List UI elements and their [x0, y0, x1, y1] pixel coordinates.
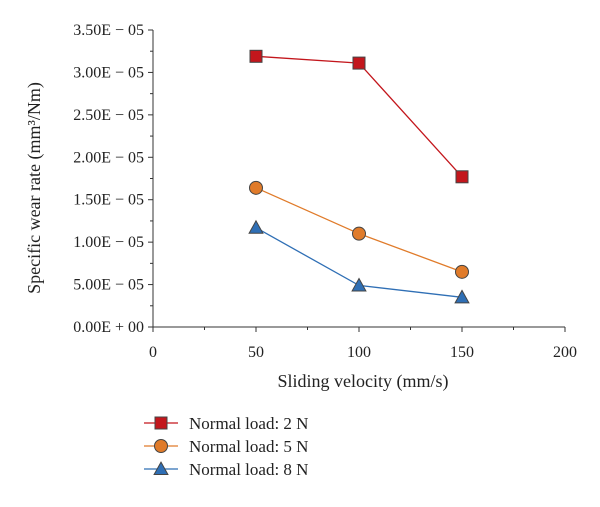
legend-item-3: Normal load: 8 N — [144, 460, 308, 479]
x-axis-title: Sliding velocity (mm/s) — [278, 371, 449, 392]
data-point — [249, 180, 263, 195]
data-point — [454, 289, 470, 304]
legend: Normal load: 2 N Normal load: 5 N Normal l… — [144, 414, 308, 479]
series-1 — [249, 49, 469, 184]
legend-marker — [154, 416, 168, 430]
series-layer — [248, 49, 470, 304]
x-axis: 0 50 100 150 200 — [149, 327, 577, 361]
x-tick-label: 150 — [450, 344, 474, 361]
data-point — [352, 226, 366, 241]
y-tick-label: 3.50E − 05 — [73, 22, 144, 39]
y-tick-label: 1.50E − 05 — [73, 192, 144, 209]
y-axis: 0.00E + 00 5.00E − 05 1.00E − 05 1.50E − 05… — [73, 22, 153, 336]
y-tick-label: 1.00E − 05 — [73, 234, 144, 251]
y-tick-label: 3.00E − 05 — [73, 64, 144, 81]
data-point — [455, 170, 469, 184]
y-tick-label: 5.00E − 05 — [73, 277, 144, 294]
x-tick-label: 200 — [553, 344, 577, 361]
legend-item-2: Normal load: 5 N — [144, 437, 308, 456]
data-point — [248, 219, 264, 234]
x-tick-label: 50 — [248, 344, 264, 361]
y-axis-title: Specific wear rate (mm³/Nm) — [24, 82, 45, 294]
data-point — [455, 264, 469, 279]
data-point — [249, 49, 263, 63]
x-tick-label: 0 — [149, 344, 157, 361]
data-point — [352, 56, 366, 70]
legend-label: Normal load: 2 N — [189, 414, 308, 433]
legend-label: Normal load: 5 N — [189, 437, 308, 456]
series-line — [255, 55, 463, 178]
y-tick-label: 2.50E − 05 — [73, 107, 144, 124]
legend-item-1: Normal load: 2 N — [144, 414, 308, 433]
x-tick-label: 100 — [347, 344, 371, 361]
data-point — [351, 277, 367, 292]
y-tick-label: 0.00E + 00 — [73, 319, 144, 336]
y-tick-label: 2.00E − 05 — [73, 149, 144, 166]
series-2 — [249, 180, 469, 279]
legend-marker — [154, 439, 168, 453]
legend-label: Normal load: 8 N — [189, 460, 308, 479]
legend-marker — [153, 461, 169, 476]
series-3 — [248, 219, 470, 304]
